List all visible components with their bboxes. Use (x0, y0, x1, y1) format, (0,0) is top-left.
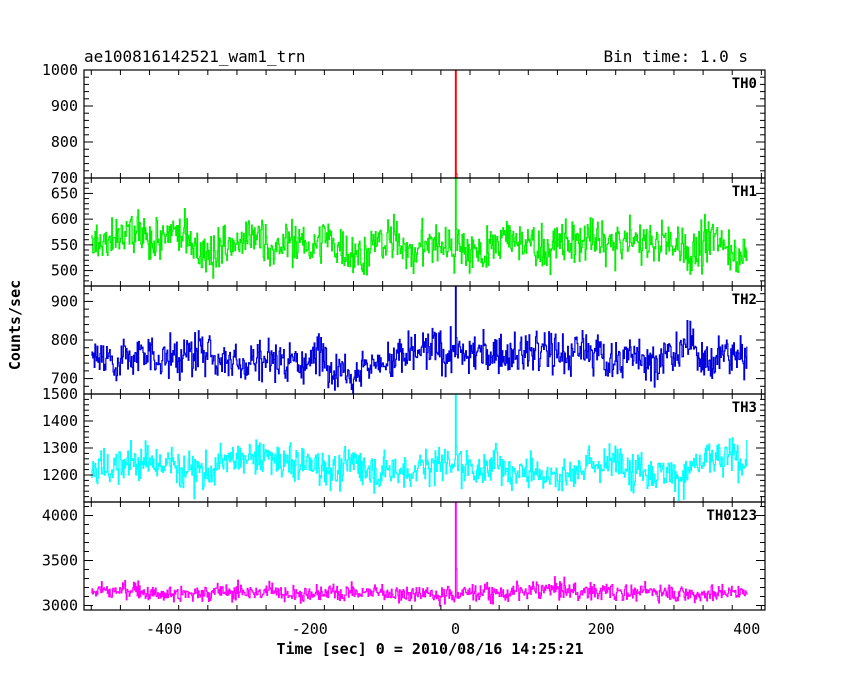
series-line-th0 (454, 70, 624, 178)
x-tick-label: 400 (733, 620, 760, 638)
panel-th3: 1200 1300 1400 1500 TH3 (42, 385, 766, 503)
y-tick-label: 700 (51, 169, 78, 187)
x-tick-label: 0 (451, 620, 460, 638)
y-tick-label: 600 (51, 210, 78, 228)
panel-label-th0: TH0 (732, 76, 757, 92)
y-tick-label: 3500 (42, 552, 78, 570)
panel-label-th1: TH1 (732, 184, 757, 200)
series-line-th0123 (91, 502, 748, 607)
panel-th1: 500 550 600 650 TH1 (51, 177, 766, 287)
y-axis-label: Counts/sec (6, 280, 24, 370)
panel-frame (83, 285, 766, 395)
chart-title: ae100816142521_wam1_trn (84, 47, 306, 66)
series-line-th3 (91, 394, 748, 501)
panel-frame (83, 501, 766, 611)
bin-time-label: Bin time: 1.0 s (604, 47, 749, 66)
y-tick-label: 1000 (42, 61, 78, 79)
panels: 700 800 900 1000 TH0 500 550 600 650 TH1 700 800 900… (42, 61, 766, 615)
y-tick-label: 700 (51, 370, 78, 388)
panel-label-th0123: TH0123 (706, 508, 757, 524)
y-tick-label: 900 (51, 97, 78, 115)
y-tick-label: 550 (51, 236, 78, 254)
y-tick-label: 1400 (42, 412, 78, 430)
y-tick-label: 900 (51, 292, 78, 310)
x-tick-label: -400 (146, 620, 182, 638)
x-axis-label: Time [sec] 0 = 2010/08/16 14:25:21 (276, 640, 583, 658)
panel-label-th2: TH2 (732, 292, 757, 308)
y-tick-label: 800 (51, 133, 78, 151)
x-axis: -400 -200 0 200 400 (146, 620, 760, 638)
panel-frame (83, 393, 766, 503)
y-tick-label: 4000 (42, 507, 78, 525)
x-tick-label: -200 (292, 620, 328, 638)
y-tick-label: 3000 (42, 597, 78, 615)
x-tick-label: 200 (588, 620, 615, 638)
panel-th0123: 3000 3500 4000 TH0123 (42, 501, 766, 615)
series-line-th1 (91, 178, 748, 279)
y-tick-label: 1500 (42, 385, 78, 403)
panel-label-th3: TH3 (732, 400, 757, 416)
series-line-th2 (91, 286, 748, 394)
y-tick-label: 500 (51, 262, 78, 280)
panel-th0: 700 800 900 1000 TH0 (42, 61, 766, 187)
panel-th2: 700 800 900 TH2 (51, 285, 766, 395)
y-tick-label: 650 (51, 184, 78, 202)
y-tick-label: 800 (51, 331, 78, 349)
y-tick-label: 1300 (42, 439, 78, 457)
y-tick-label: 1200 (42, 466, 78, 484)
panel-frame (83, 69, 766, 179)
